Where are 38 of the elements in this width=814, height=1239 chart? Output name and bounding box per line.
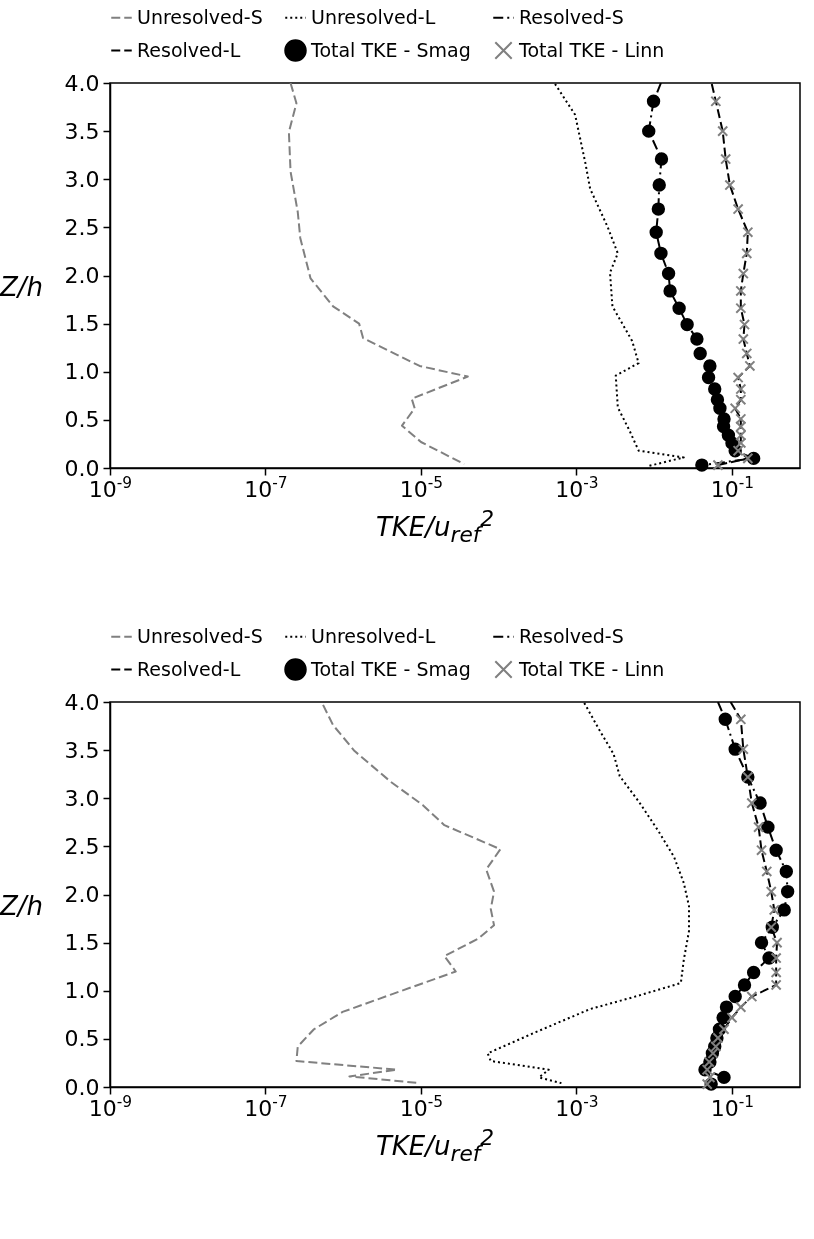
x-tick-label: 10$^{-7}$ — [244, 1092, 288, 1121]
x-tick-label: 10$^{-5}$ — [399, 473, 444, 502]
legend-label: Total TKE - Smag — [310, 657, 471, 680]
x-tick-label: 10$^{-1}$ — [710, 473, 755, 502]
legend-label: Unresolved-S — [137, 624, 263, 647]
y-tick-label: 0.5 — [64, 407, 100, 433]
y-tick-label: 4.0 — [64, 689, 100, 715]
y-tick-label: 2.0 — [64, 263, 100, 288]
x-tick-label: 10$^{-3}$ — [555, 473, 599, 502]
y-tick-label: 2.5 — [64, 214, 100, 240]
y-axis-title: Z/h — [0, 891, 44, 921]
legend-label: Total TKE - Linn — [518, 38, 665, 61]
y-tick-label: 2.5 — [64, 833, 100, 859]
y-tick-label: 1.5 — [64, 311, 100, 337]
x-tick-label: 10$^{-5}$ — [399, 1092, 444, 1121]
legend-label: Resolved-L — [137, 38, 241, 61]
legend-label: Resolved-S — [519, 624, 624, 647]
legend-label: Unresolved-L — [311, 624, 436, 647]
x-tick-label: 10$^{-7}$ — [244, 473, 288, 502]
y-tick-label: 1.0 — [64, 978, 100, 1004]
x-tick-label: 10$^{-1}$ — [710, 1092, 755, 1121]
legend-label: Unresolved-L — [311, 5, 436, 28]
y-tick-label: 4.0 — [64, 70, 100, 96]
y-tick-label: 3.5 — [64, 737, 100, 763]
y-axis-title: Z/h — [0, 272, 44, 302]
legend-label: Resolved-L — [137, 657, 241, 680]
y-tick-label: 2.0 — [64, 882, 100, 907]
y-tick-label: 3.0 — [64, 785, 100, 811]
y-tick-label: 3.5 — [64, 118, 100, 144]
y-tick-label: 3.0 — [64, 166, 100, 192]
y-tick-label: 0.5 — [64, 1026, 100, 1052]
y-tick-label: 1.0 — [64, 359, 100, 385]
legend-label: Unresolved-S — [137, 5, 263, 28]
x-tick-label: 10$^{-3}$ — [555, 1092, 599, 1121]
y-tick-label: 1.5 — [64, 930, 100, 956]
legend-label: Total TKE - Smag — [310, 38, 471, 61]
legend-label: Total TKE - Linn — [518, 657, 665, 680]
legend-label: Resolved-S — [519, 5, 624, 28]
